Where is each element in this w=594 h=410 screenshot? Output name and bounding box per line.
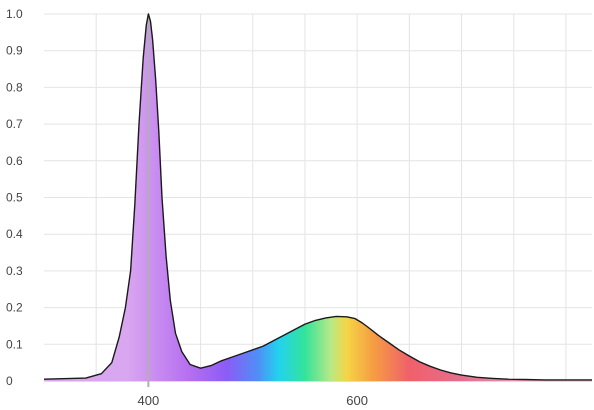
y-tick-label: 0 [6,374,13,388]
y-tick-label: 1.0 [6,7,23,21]
y-tick-label: 0.7 [6,117,23,131]
y-tick-label: 0.4 [6,227,23,241]
x-tick-label: 600 [346,393,368,408]
y-tick-label: 0.9 [6,44,23,58]
y-tick-label: 0.5 [6,191,23,205]
y-tick-label: 0.2 [6,301,23,315]
y-axis: 0 0.1 0.2 0.3 0.4 0.5 0.6 0.7 0.8 0.9 1.0 [6,7,23,388]
x-axis: 400 600 [44,380,592,408]
spectrum-curve [43,13,592,381]
x-tick-label: 400 [138,393,160,408]
y-tick-label: 0.1 [6,337,23,351]
y-tick-label: 0.8 [6,80,23,94]
y-tick-label: 0.3 [6,264,23,278]
y-tick-label: 0.6 [6,154,23,168]
spectrum-area [44,14,592,381]
